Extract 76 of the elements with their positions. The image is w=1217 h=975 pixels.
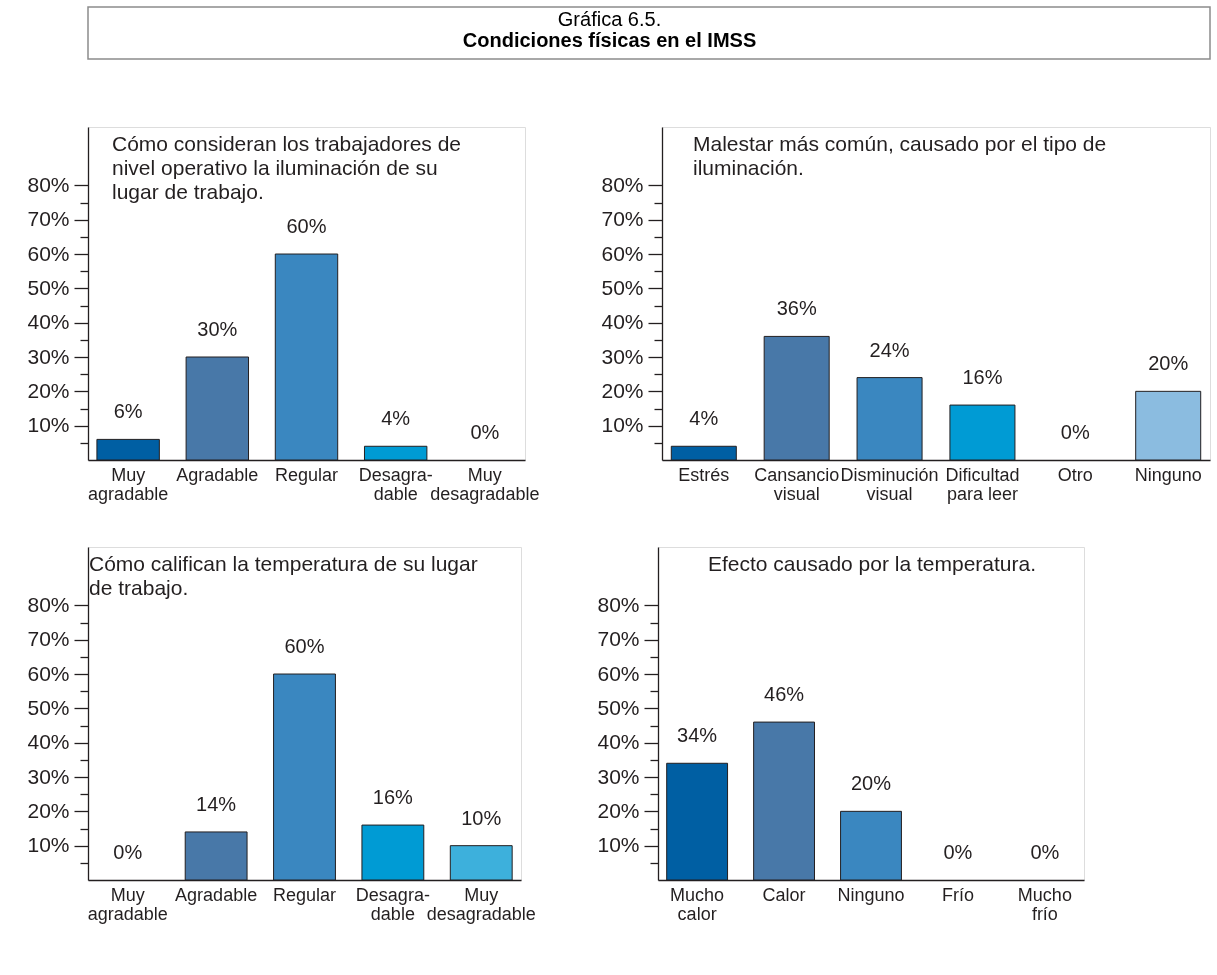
y-tick-label: 30%: [27, 764, 70, 788]
y-tick-label: 20%: [27, 378, 70, 402]
y-tick-label: 30%: [601, 344, 644, 368]
x-tick-label: Cansancio visual: [754, 464, 840, 504]
x-tick-label: Muy agradable: [87, 884, 168, 924]
data-label: 16%: [372, 786, 414, 809]
y-tick-label: 70%: [601, 207, 644, 231]
y-tick-label: 10%: [597, 833, 640, 857]
x-tick-label: Estrés: [678, 464, 730, 485]
x-tick-label: Ninguno: [837, 884, 905, 905]
y-tick-label: 50%: [601, 275, 644, 299]
y-tick-label: 10%: [27, 413, 70, 437]
y-tick-label: 10%: [601, 413, 644, 437]
data-label: 60%: [286, 215, 327, 238]
y-tick-label: 50%: [27, 275, 70, 299]
y-tick-label: 40%: [597, 730, 640, 754]
y-tick-label: 40%: [27, 310, 70, 334]
chart-title: Efecto causado por la temperatura.: [708, 552, 1037, 575]
y-tick-label: 40%: [27, 730, 70, 754]
x-tick-label: Mucho frío: [1017, 884, 1072, 924]
y-tick-label: 70%: [27, 627, 70, 651]
y-tick-label: 80%: [27, 592, 70, 616]
y-tick-label: 80%: [597, 592, 640, 616]
data-label: 6%: [113, 400, 143, 423]
data-label: 0%: [1060, 421, 1090, 443]
data-label: 30%: [197, 318, 238, 341]
x-tick-label: Mucho calor: [670, 884, 725, 924]
y-tick-label: 50%: [27, 695, 70, 719]
x-tick-label: Agradable: [176, 464, 259, 485]
data-label: 20%: [1148, 352, 1189, 375]
text: Condiciones físicas en el IMSS: [462, 29, 757, 51]
x-tick-label: Ninguno: [1134, 464, 1202, 485]
x-tick-label: Regular: [272, 884, 337, 905]
y-tick-label: 60%: [27, 241, 70, 265]
x-tick-label: Disminución visual: [840, 464, 939, 504]
text: Cómo califican la temperatura de su lugar de trabajo.: [89, 552, 478, 599]
text: Gráfica 6.5.: [557, 8, 662, 30]
text: Cómo consideran los trabajadores de nivel operativo la iluminación de su lugar de trabajo.: [112, 132, 462, 203]
y-tick-label: 40%: [601, 310, 644, 334]
data-label: 34%: [677, 724, 718, 747]
y-tick-label: 20%: [597, 798, 640, 822]
y-tick-label: 20%: [27, 798, 70, 822]
y-tick-label: 70%: [597, 627, 640, 651]
y-tick-label: 10%: [27, 833, 70, 857]
x-tick-label: Agradable: [175, 884, 258, 905]
data-label: 0%: [113, 841, 143, 863]
y-tick-label: 30%: [597, 764, 640, 788]
y-tick-label: 70%: [27, 207, 70, 231]
y-tick-label: 60%: [27, 661, 70, 685]
data-label: 46%: [764, 683, 805, 706]
data-label: 0%: [1030, 841, 1060, 863]
data-label: 60%: [284, 635, 325, 658]
data-label: 4%: [689, 407, 719, 430]
text: Malestar más común, causado por el tipo de iluminación.: [693, 132, 1107, 179]
data-label: 20%: [850, 772, 892, 795]
x-tick-label: Dificultad para leer: [945, 464, 1020, 504]
y-tick-label: 30%: [27, 344, 70, 368]
data-label: 36%: [776, 297, 817, 320]
x-tick-label: Muy agradable: [88, 464, 169, 504]
data-label: 16%: [962, 366, 1003, 389]
x-tick-label: Otro: [1057, 464, 1093, 485]
x-tick-label: Calor: [762, 884, 806, 905]
data-label: 0%: [943, 841, 973, 863]
y-tick-label: 60%: [601, 241, 644, 265]
data-label: 4%: [381, 407, 411, 430]
x-tick-label: Regular: [274, 464, 339, 485]
data-label: 24%: [869, 338, 910, 361]
y-tick-label: 80%: [27, 172, 70, 196]
data-label: 10%: [461, 806, 502, 829]
x-tick-label: Frío: [941, 884, 974, 905]
data-label: 0%: [470, 421, 500, 443]
y-tick-label: 50%: [597, 695, 640, 719]
data-label: 14%: [196, 792, 237, 815]
y-tick-label: 60%: [597, 661, 640, 685]
y-tick-label: 20%: [601, 378, 644, 402]
y-tick-label: 80%: [601, 172, 644, 196]
